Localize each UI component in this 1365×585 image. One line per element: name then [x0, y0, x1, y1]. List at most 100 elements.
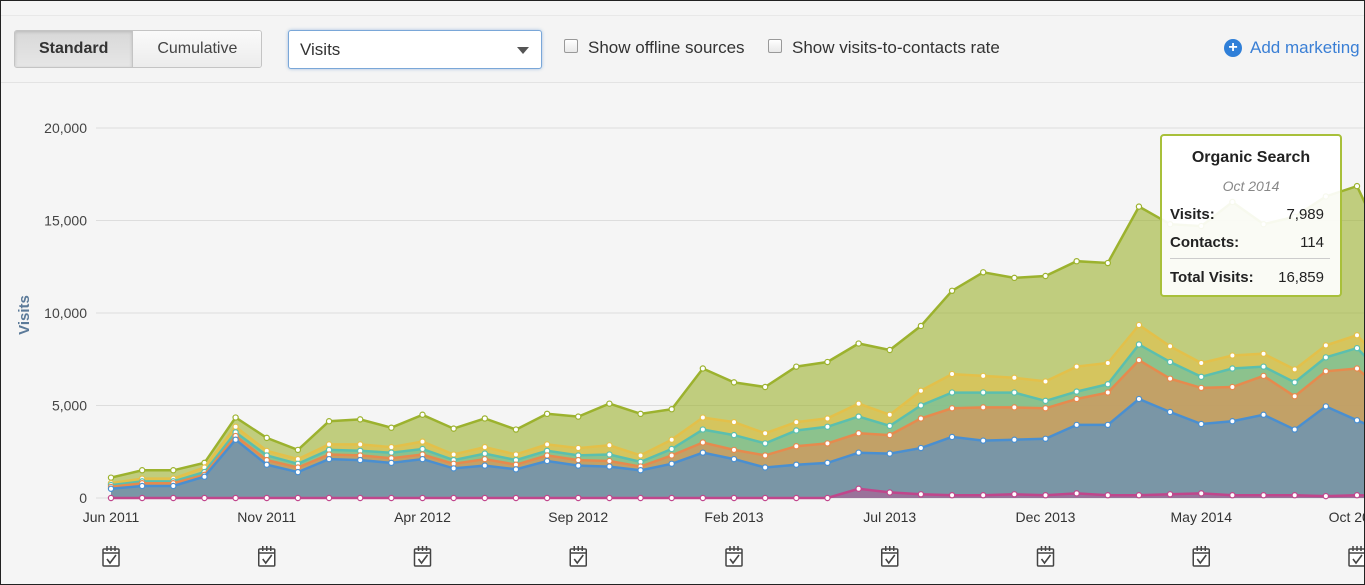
data-point-yellow — [512, 451, 520, 458]
data-point-pink — [388, 494, 395, 502]
series-line-yellow — [110, 323, 1364, 485]
data-point-total — [886, 346, 893, 354]
cumulative-button[interactable]: Cumulative — [133, 31, 262, 67]
y-tick-label: 10,000 — [44, 305, 87, 321]
data-point-blue — [980, 437, 987, 444]
data-point-yellow — [388, 443, 395, 451]
visits-to-contacts-checkbox[interactable]: Show visits-to-contacts rate — [768, 38, 1000, 58]
series-line-teal — [110, 342, 1364, 487]
calendar-icon — [1192, 548, 1210, 567]
data-point-yellow — [450, 451, 457, 458]
data-point-blue — [1011, 436, 1018, 443]
data-point-total — [1104, 259, 1112, 267]
data-point-total — [980, 269, 987, 276]
y-tick-label: 20,000 — [44, 120, 87, 136]
data-point-orange — [1291, 393, 1298, 400]
plus-circle-icon: + — [1224, 39, 1242, 57]
data-point-blue — [325, 455, 333, 463]
visits-to-contacts-label: Show visits-to-contacts rate — [792, 38, 1000, 57]
data-point-orange — [793, 443, 800, 450]
data-point-orange — [1260, 372, 1267, 380]
calendar-icon — [881, 548, 899, 567]
data-point-yellow — [1166, 343, 1174, 350]
data-point-total — [232, 414, 239, 421]
data-point-pink — [1353, 492, 1361, 499]
data-point-yellow — [1353, 331, 1361, 339]
data-point-yellow — [855, 400, 862, 407]
data-point-pink — [170, 494, 177, 502]
data-point-yellow — [357, 441, 364, 448]
chart-toolbar: Standard Cumulative Visits Show offline … — [1, 15, 1364, 83]
data-point-blue — [1322, 403, 1330, 410]
data-point-pink — [575, 494, 582, 502]
data-point-total — [575, 413, 582, 420]
tooltip-date: Oct 2014 — [1222, 178, 1280, 194]
data-point-teal — [1166, 358, 1174, 366]
checkbox-box[interactable] — [768, 39, 782, 53]
x-tick-label: Feb 2013 — [704, 509, 763, 525]
data-point-blue — [1198, 420, 1205, 428]
data-point-teal — [1322, 354, 1330, 361]
data-point-blue — [232, 436, 239, 443]
chart-tooltip: Organic Search Oct 2014 Visits: 7,989 Co… — [1160, 134, 1342, 297]
checkmark-icon — [106, 554, 117, 565]
data-point-total — [699, 365, 707, 372]
checkbox-box[interactable] — [564, 39, 578, 53]
data-point-blue — [1073, 421, 1080, 429]
calendar-icon — [1036, 548, 1055, 567]
data-point-blue — [761, 464, 769, 471]
data-point-total — [1011, 274, 1018, 282]
data-point-blue — [668, 460, 675, 467]
data-point-pink — [1011, 491, 1018, 498]
data-point-blue — [575, 462, 582, 469]
data-point-teal — [917, 402, 925, 409]
data-point-orange — [481, 455, 488, 463]
data-point-orange — [730, 446, 738, 454]
data-point-total — [325, 418, 333, 425]
data-point-blue — [606, 463, 613, 470]
add-marketing-link[interactable]: + Add marketing — [1224, 38, 1360, 58]
data-point-pink — [1291, 492, 1298, 499]
data-point-total — [637, 410, 644, 418]
x-tick-label: Sep 2012 — [548, 509, 608, 525]
data-point-orange — [855, 430, 862, 437]
data-point-yellow — [1042, 378, 1049, 385]
series-line-pink — [111, 487, 1364, 500]
data-point-pink — [1229, 492, 1236, 499]
data-point-pink — [917, 491, 925, 498]
data-point-yellow — [699, 414, 707, 421]
data-point-total — [606, 400, 613, 407]
data-point-pink — [481, 494, 488, 502]
calendar-icon — [102, 548, 120, 567]
data-point-teal — [419, 445, 426, 453]
data-point-orange — [699, 439, 707, 446]
data-point-teal — [606, 451, 613, 458]
data-point-blue — [201, 473, 208, 480]
data-point-orange — [761, 452, 769, 459]
tooltip-title: Organic Search — [1191, 149, 1311, 166]
data-point-yellow — [232, 423, 239, 430]
data-point-pink — [138, 494, 146, 502]
data-point-pink — [668, 494, 675, 502]
visits-area-chart: 0 5,000 10,000 15,000 20,000 Visits Jun 2011 No… — [16, 120, 1364, 567]
data-point-total — [107, 474, 115, 481]
metric-select[interactable]: Visits — [288, 30, 542, 69]
data-point-yellow — [761, 430, 769, 437]
data-point-blue — [637, 467, 644, 474]
offline-sources-checkbox[interactable]: Show offline sources — [564, 38, 745, 58]
data-point-blue — [855, 449, 862, 456]
data-point-teal — [388, 449, 395, 456]
data-point-yellow — [980, 372, 987, 380]
data-point-blue — [1104, 421, 1112, 429]
data-point-orange — [1135, 356, 1143, 364]
data-point-total — [668, 406, 675, 413]
standard-button[interactable]: Standard — [15, 31, 134, 67]
series-line-blue — [110, 397, 1364, 491]
data-point-total — [1135, 203, 1143, 210]
y-tick-label: 5,000 — [52, 398, 87, 414]
tooltip-visits-row: Visits: 7,989 — [1170, 206, 1324, 223]
chevron-down-icon — [517, 47, 529, 54]
checkmark-icon — [1196, 554, 1207, 565]
data-point-pink — [294, 494, 302, 502]
tooltip-visits-label: Visits: — [1170, 206, 1215, 223]
